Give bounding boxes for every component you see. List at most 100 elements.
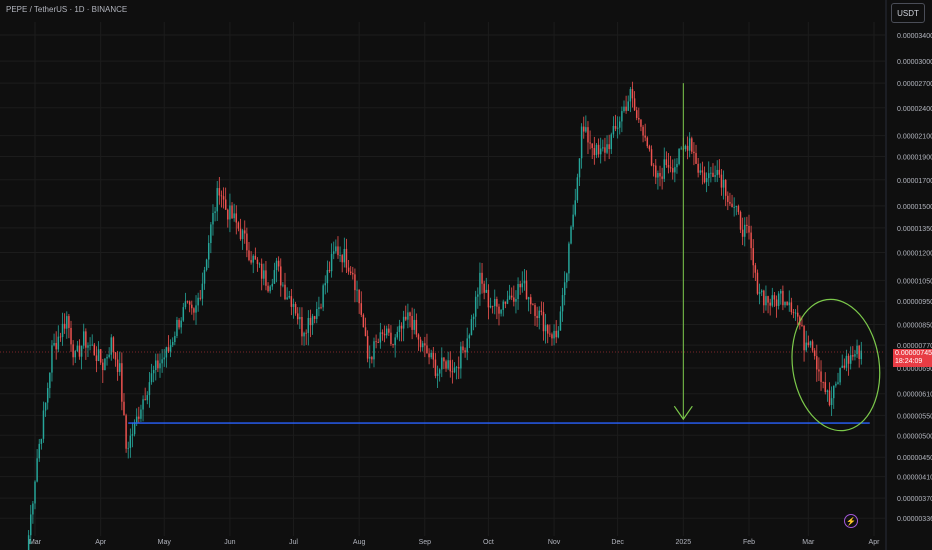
- candle-body: [330, 253, 333, 272]
- candle-body: [585, 127, 587, 132]
- candle-body: [722, 179, 725, 188]
- candle-body: [178, 319, 180, 328]
- candle-body: [481, 272, 483, 284]
- candle-body: [335, 246, 337, 252]
- candle-body: [284, 284, 286, 300]
- candle-body: [91, 344, 93, 346]
- candle-body: [216, 188, 218, 212]
- candle-body: [466, 338, 468, 353]
- candle-body: [341, 255, 343, 263]
- y-tick-label: 0.00002100: [897, 134, 932, 141]
- quote-currency-button[interactable]: USDT: [891, 3, 925, 23]
- candle-body: [587, 127, 589, 143]
- candle-body: [665, 159, 668, 166]
- candle-body: [193, 308, 195, 313]
- candle-body: [328, 270, 331, 272]
- candle-body: [765, 296, 767, 306]
- candle-body: [413, 319, 415, 330]
- candle-body: [530, 297, 532, 305]
- candle-body: [66, 316, 68, 329]
- candle-body: [421, 343, 424, 348]
- candle-body: [76, 345, 79, 352]
- candle-body: [750, 232, 752, 249]
- candle-body: [837, 382, 839, 384]
- candle-body: [57, 336, 60, 350]
- candle-body: [686, 145, 689, 151]
- candle-body: [30, 514, 32, 536]
- candle-body: [169, 345, 172, 352]
- candle-body: [580, 126, 583, 159]
- candle-body: [676, 163, 678, 168]
- annotation-ellipse: [791, 298, 881, 432]
- candle-body: [667, 165, 670, 168]
- candle-body: [720, 174, 723, 188]
- candle-body: [390, 332, 392, 345]
- candle-body: [708, 173, 710, 179]
- candle-body: [602, 147, 604, 149]
- candle-body: [578, 158, 581, 178]
- candle-body: [629, 89, 632, 102]
- candle-body: [218, 188, 221, 196]
- candle-body: [210, 224, 212, 244]
- candle-body: [49, 372, 51, 389]
- candle-body: [299, 317, 301, 320]
- y-tick-label: 0.00000770: [897, 343, 932, 350]
- candle-body: [46, 388, 49, 403]
- candle-body: [591, 143, 593, 149]
- candle-body: [40, 438, 43, 444]
- candle-body: [59, 336, 62, 338]
- candle-body: [835, 383, 837, 386]
- candle-body: [551, 334, 553, 339]
- candle-body: [138, 416, 140, 419]
- candle-body: [572, 214, 574, 227]
- candle-body: [553, 330, 555, 339]
- y-tick-label: 0.00000850: [897, 322, 932, 329]
- candle-body: [748, 225, 750, 233]
- candle-body: [436, 373, 439, 376]
- candle-body: [239, 228, 242, 240]
- candle-body: [396, 331, 399, 338]
- y-tick-label: 0.00000450: [897, 455, 932, 462]
- candle-body: [55, 343, 57, 350]
- candle-body: [244, 230, 246, 234]
- candle-body: [311, 316, 314, 326]
- candle-body: [51, 345, 53, 373]
- candle-body: [290, 296, 293, 307]
- y-tick-label: 0.00002700: [897, 81, 932, 88]
- candle-body: [710, 172, 712, 174]
- candle-body: [36, 458, 38, 482]
- candle-body: [273, 270, 276, 284]
- candle-body: [220, 195, 223, 197]
- candle-body: [405, 316, 407, 320]
- candle-body: [824, 382, 827, 392]
- candle-body: [360, 303, 363, 315]
- candle-body: [500, 309, 502, 314]
- candle-body: [633, 98, 636, 111]
- candle-body: [352, 272, 354, 275]
- candle-body: [97, 349, 100, 361]
- candle-body: [644, 135, 646, 138]
- candle-body: [796, 312, 799, 317]
- lightning-icon[interactable]: ⚡: [844, 514, 858, 528]
- y-tick-label: 0.00002400: [897, 106, 932, 113]
- candle-body: [737, 206, 740, 213]
- candle-body: [494, 298, 496, 307]
- candle-body: [430, 352, 432, 358]
- candle-body: [324, 283, 327, 286]
- x-tick-label: Oct: [483, 539, 494, 546]
- candle-body: [263, 270, 265, 279]
- candle-body: [479, 272, 481, 295]
- candle-body: [521, 283, 524, 288]
- candle-body: [464, 350, 466, 353]
- candle-body: [119, 363, 121, 372]
- candle-body: [614, 126, 617, 129]
- candle-body: [123, 401, 125, 416]
- candle-body: [188, 301, 191, 305]
- candle-body: [165, 347, 168, 358]
- candle-body: [99, 349, 102, 363]
- candle-body: [80, 345, 83, 357]
- candle-body: [292, 303, 295, 307]
- arrow-head: [673, 405, 693, 421]
- candle-body: [186, 301, 189, 303]
